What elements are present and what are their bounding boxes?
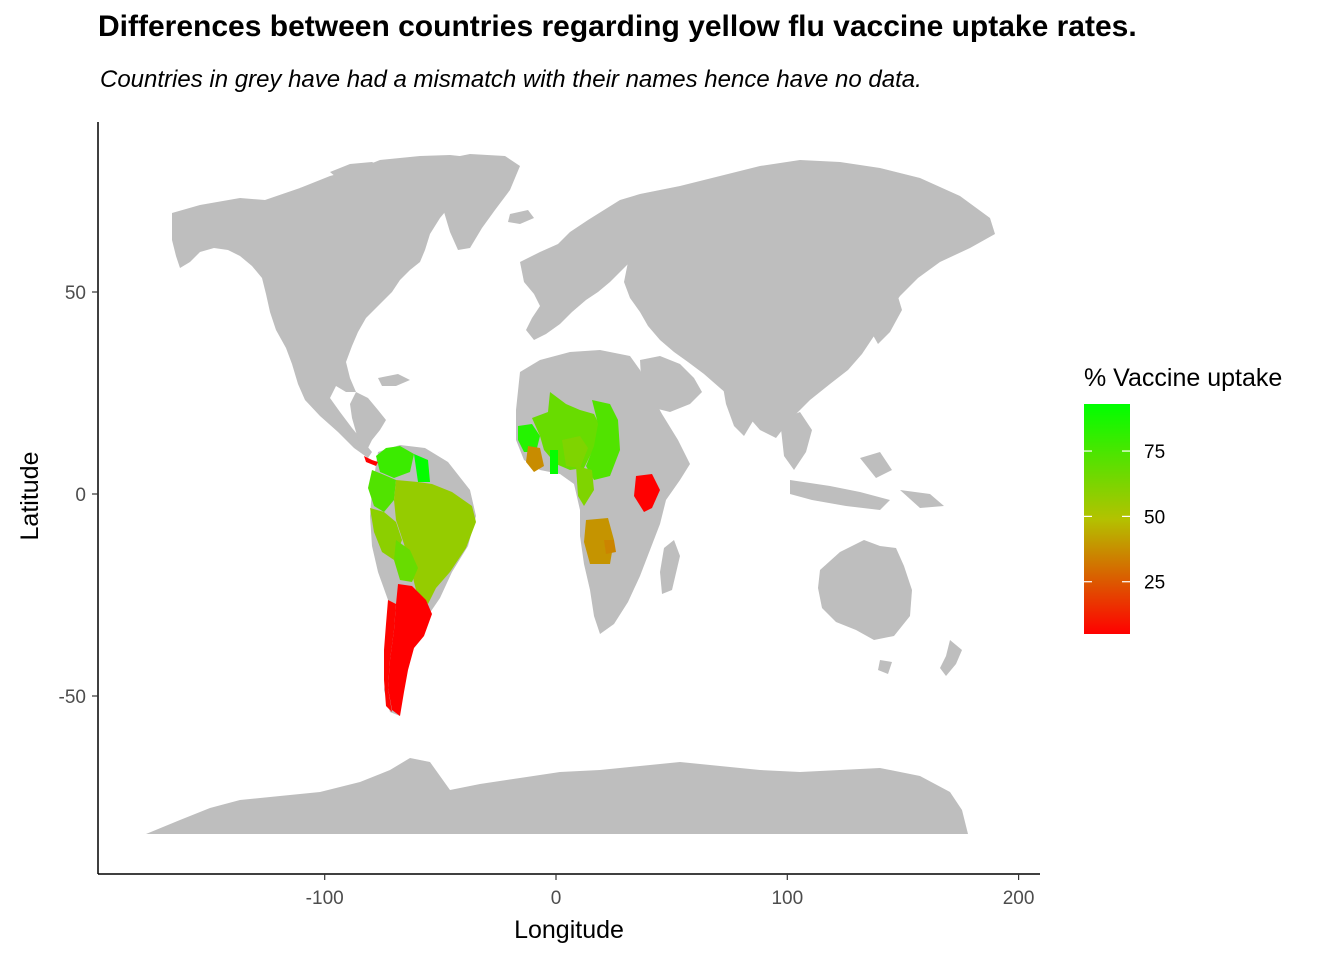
x-tick-label: 100 bbox=[771, 888, 803, 909]
chart-title: Differences between countries regarding … bbox=[98, 10, 1137, 43]
landmass-arctic-islands bbox=[300, 162, 440, 198]
region-cameroon bbox=[576, 466, 594, 506]
landmass-southeast-asia bbox=[780, 412, 944, 510]
landmass-greenland bbox=[434, 154, 520, 250]
y-axis-title: Latitude bbox=[16, 452, 44, 541]
axes bbox=[97, 122, 1040, 875]
landmass-arabia bbox=[640, 356, 702, 412]
region-colombia bbox=[368, 470, 396, 512]
legend-title: % Vaccine uptake bbox=[1084, 364, 1282, 392]
landmass-north-america bbox=[172, 155, 500, 458]
region-argentina bbox=[388, 584, 432, 716]
landmass-asia bbox=[624, 160, 995, 438]
region-guianas bbox=[414, 454, 430, 482]
y-tick-label: 0 bbox=[75, 485, 86, 506]
landmass-europe bbox=[520, 194, 670, 340]
legend-colorbar bbox=[1084, 404, 1130, 634]
landmass-british-isles bbox=[508, 210, 556, 276]
landmass-india bbox=[720, 362, 770, 436]
legend-tick-label: 75 bbox=[1144, 442, 1165, 463]
region-peru bbox=[370, 508, 402, 560]
data-regions bbox=[364, 392, 660, 716]
x-tick-label: 200 bbox=[1003, 888, 1035, 909]
landmass-antarctica bbox=[146, 758, 968, 834]
region-chile bbox=[384, 600, 396, 712]
region-panama bbox=[364, 456, 378, 466]
x-tick-label: -100 bbox=[306, 888, 344, 909]
region-togo bbox=[550, 450, 558, 474]
region-venezuela bbox=[376, 446, 414, 478]
y-tick-label: 50 bbox=[65, 283, 86, 304]
x-tick-label: 0 bbox=[551, 888, 562, 909]
chart-subtitle: Countries in grey have had a mismatch wi… bbox=[100, 66, 922, 93]
landmass-madagascar bbox=[660, 540, 680, 594]
region-kenya bbox=[634, 474, 660, 512]
region-zambia bbox=[604, 540, 616, 554]
x-axis-ticks: -100 0 100 200 bbox=[306, 874, 1035, 909]
region-bolivia bbox=[394, 540, 418, 582]
legend: % Vaccine uptake 25 50 75 bbox=[1084, 364, 1282, 634]
landmass-australia bbox=[818, 540, 912, 674]
y-axis-ticks: -50 0 50 bbox=[59, 283, 98, 708]
region-central-african-republic bbox=[586, 400, 620, 480]
land-masses bbox=[146, 154, 995, 834]
legend-tick-label: 25 bbox=[1144, 573, 1165, 594]
landmass-japan bbox=[870, 280, 902, 344]
legend-ticks: 25 50 75 bbox=[1084, 442, 1165, 594]
legend-tick-label: 50 bbox=[1144, 507, 1165, 528]
region-nigeria bbox=[562, 436, 588, 468]
y-tick-label: -50 bbox=[59, 687, 86, 708]
landmass-new-zealand bbox=[940, 640, 962, 676]
region-west-africa-coast bbox=[518, 424, 540, 452]
region-ghana bbox=[526, 446, 544, 472]
x-axis-title: Longitude bbox=[514, 916, 624, 944]
landmass-central-america bbox=[350, 374, 410, 452]
